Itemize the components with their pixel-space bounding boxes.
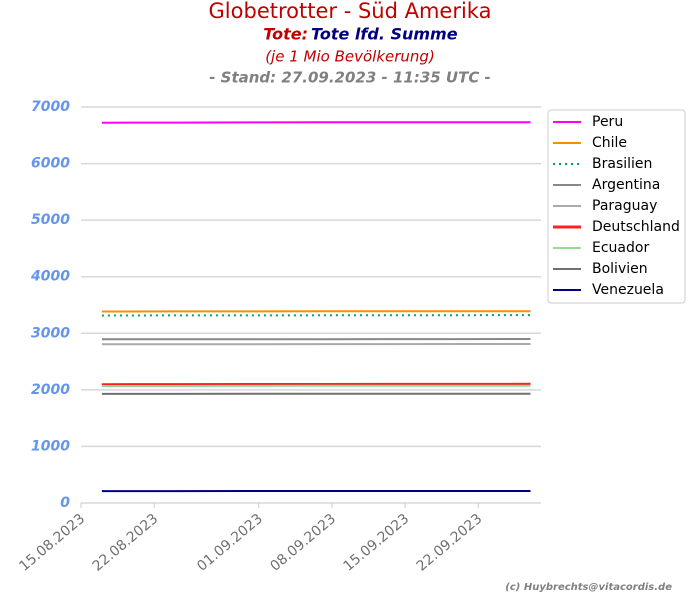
legend-label: Bolivien <box>592 261 648 277</box>
y-tick-label: 4000 <box>30 269 70 285</box>
legend-label: Deutschland <box>592 219 680 235</box>
y-tick-label: 5000 <box>31 212 70 228</box>
y-tick-label: 0 <box>60 495 70 511</box>
y-tick-label: 1000 <box>31 438 70 454</box>
y-tick-label: 7000 <box>31 99 70 115</box>
x-tick-label: 08.09.2023 <box>267 511 339 575</box>
stand: - Stand: 27.09.2023 - 11:35 UTC - <box>209 69 491 87</box>
subtitle-prefix: Tote: <box>263 25 308 44</box>
legend-label: Brasilien <box>592 156 652 172</box>
x-tick-label: 22.09.2023 <box>414 511 486 575</box>
y-tick-label: 2000 <box>31 382 70 398</box>
credit: (c) Huybrechts@vitacordis.de <box>505 582 672 593</box>
x-tick-label: 15.08.2023 <box>16 511 88 575</box>
series-line <box>102 122 531 123</box>
legend-label: Venezuela <box>592 282 664 298</box>
x-tick-label: 22.08.2023 <box>90 511 162 575</box>
legend-label: Argentina <box>592 177 660 193</box>
legend-label: Chile <box>592 135 627 151</box>
y-tick-label: 3000 <box>31 325 70 341</box>
y-tick-label: 6000 <box>31 156 70 172</box>
x-tick-label: 01.09.2023 <box>194 511 266 575</box>
x-tick-label: 15.09.2023 <box>341 511 413 575</box>
legend-label: Ecuador <box>592 240 649 256</box>
subtitle: Tote lfd. Summe <box>311 25 458 44</box>
legend-label: Peru <box>592 114 623 130</box>
chart-title: Globetrotter - Süd Amerika <box>209 0 492 23</box>
note: (je 1 Mio Bevölkerung) <box>265 48 435 66</box>
legend-label: Paraguay <box>592 198 657 214</box>
